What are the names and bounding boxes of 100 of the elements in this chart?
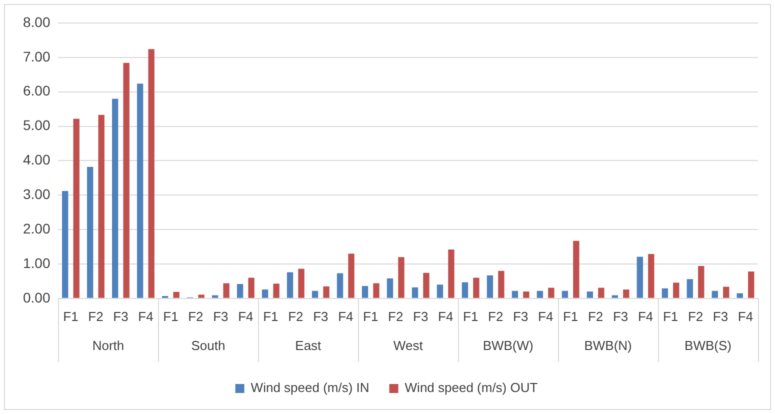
bar [373, 283, 380, 298]
bar [273, 284, 280, 298]
text: BWB(S) [684, 338, 732, 353]
bar [436, 284, 444, 298]
bar [498, 270, 504, 298]
y-tick-label: 6.00 [23, 82, 50, 99]
bar [298, 268, 304, 298]
legend-label: Wind speed (m/s) IN [250, 380, 370, 396]
bar [598, 288, 604, 298]
bar [448, 250, 454, 298]
bar [148, 49, 154, 298]
bar [248, 278, 254, 298]
y-tick-label: 4.00 [23, 152, 50, 168]
x-tick-label: F1 [263, 308, 278, 324]
bar [512, 290, 518, 298]
x-tick-label: F1 [163, 308, 178, 324]
y-tick-label: 1.00 [23, 254, 50, 271]
bar [423, 272, 430, 298]
bar [562, 290, 568, 298]
bar [486, 275, 494, 298]
x-tick-label: F4 [238, 308, 254, 324]
legend-label: Wind speed (m/s) OUT [404, 380, 538, 396]
x-tick-label: F4 [538, 308, 554, 324]
bar [623, 289, 630, 298]
y-tick-label: 3.00 [23, 186, 50, 202]
bar [573, 240, 580, 298]
bar [712, 290, 718, 298]
bar [412, 287, 418, 298]
bar [112, 98, 118, 298]
text: BWB(N) [584, 338, 632, 353]
y-tick-label: 7.00 [23, 48, 50, 64]
bar [348, 254, 354, 298]
x-tick-label: F3 [213, 308, 228, 324]
bar [262, 289, 268, 298]
x-tick-label: F2 [88, 308, 104, 324]
bar [398, 257, 404, 298]
x-tick-label: F1 [463, 308, 478, 324]
x-tick-label: F2 [688, 308, 704, 324]
bar [473, 278, 480, 298]
bar [462, 282, 468, 298]
x-tick-label: F3 [413, 308, 428, 324]
bar [386, 278, 394, 298]
bar [362, 286, 368, 298]
bar [137, 84, 144, 298]
text: North [92, 338, 124, 353]
x-tick-label: F2 [288, 308, 304, 324]
bar [612, 295, 618, 298]
bar [662, 288, 668, 298]
x-tick-label: F2 [588, 308, 604, 324]
y-tick-label: 8.00 [23, 14, 50, 30]
y-tick-label: 2.00 [23, 220, 50, 236]
bar [673, 282, 680, 298]
bar [636, 256, 644, 298]
x-tick-label: F2 [388, 308, 404, 324]
bar [323, 286, 330, 298]
x-tick-label: F3 [712, 308, 728, 324]
text: East [295, 338, 322, 353]
bar [173, 292, 180, 298]
bar [73, 118, 80, 298]
bar [748, 272, 754, 298]
x-tick-label: F1 [562, 308, 578, 324]
bar [236, 284, 244, 298]
x-tick-label: F4 [438, 308, 454, 324]
x-tick-label: F4 [738, 308, 754, 324]
bar [523, 292, 530, 298]
bar [212, 295, 218, 298]
bar [723, 286, 730, 298]
x-tick-label: F3 [113, 308, 128, 324]
x-tick-label: F2 [488, 308, 504, 324]
bar [686, 279, 693, 298]
bar [87, 166, 94, 298]
y-tick-label: 5.00 [23, 117, 50, 134]
bar [312, 290, 318, 298]
bar [648, 254, 654, 298]
bar [286, 272, 294, 298]
x-tick-label: F4 [638, 308, 654, 324]
y-tick-label: 0.00 [23, 289, 50, 306]
x-tick-label: F4 [338, 308, 354, 324]
text: BWB(W) [482, 338, 534, 353]
text: South [191, 338, 226, 353]
bar [586, 292, 594, 298]
bar [62, 190, 68, 298]
x-tick-label: F3 [513, 308, 528, 324]
bar [223, 283, 230, 298]
bar [536, 290, 544, 298]
bar [548, 288, 554, 298]
x-tick-label: F3 [313, 308, 328, 324]
bar [698, 266, 704, 298]
x-tick-label: F2 [188, 308, 204, 324]
bar [123, 62, 130, 298]
bar [198, 294, 204, 298]
bar [336, 273, 344, 298]
text: West [393, 338, 424, 353]
bar [98, 114, 104, 298]
bar [736, 293, 743, 298]
x-tick-label: F1 [63, 308, 78, 324]
x-tick-label: F1 [662, 308, 678, 324]
x-tick-label: F1 [363, 308, 378, 324]
x-tick-label: F4 [138, 308, 154, 324]
x-tick-label: F3 [612, 308, 628, 324]
